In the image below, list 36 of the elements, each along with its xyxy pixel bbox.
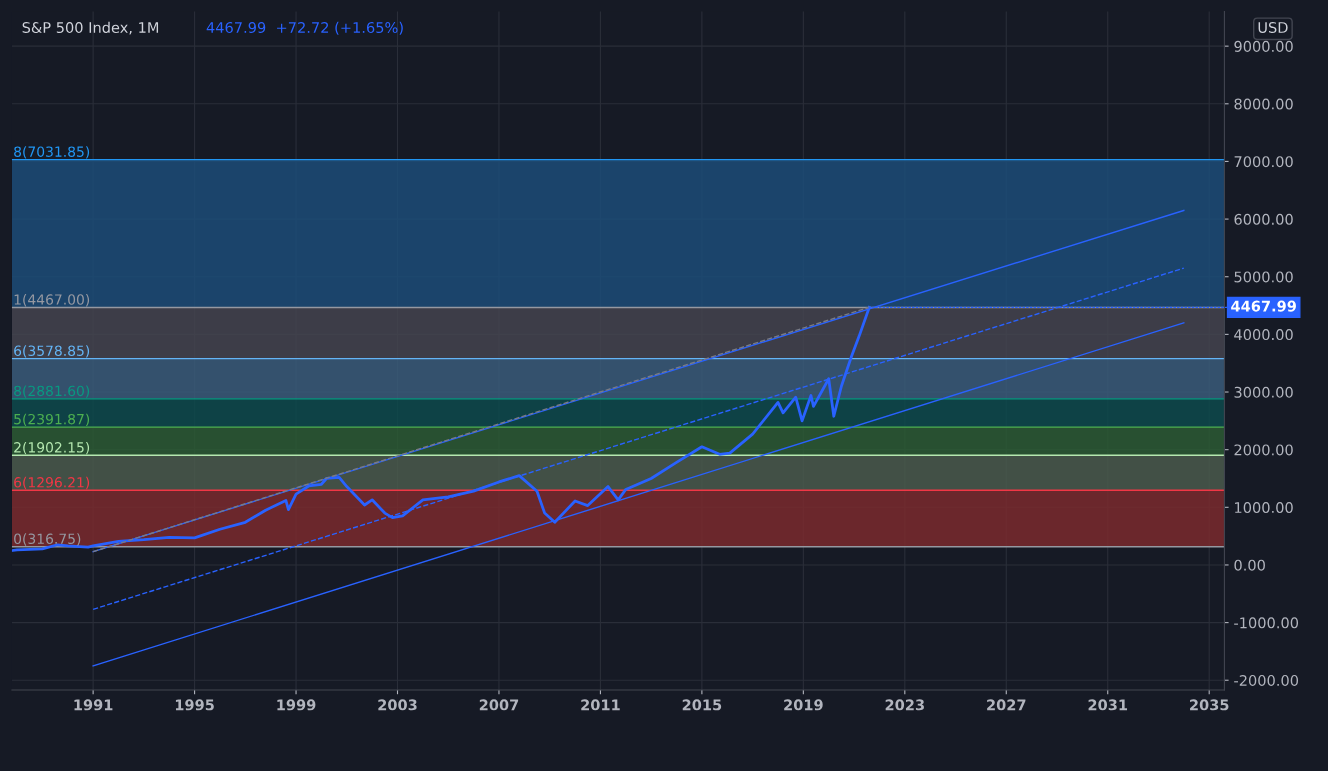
ref-line-label: 6(1296.21) [14, 476, 90, 490]
x-tick-label: 2019 [784, 699, 823, 711]
y-tick-label: -2000.00 [1234, 674, 1299, 686]
y-tick-label: 6000.00 [1234, 213, 1293, 225]
ref-line-label: 8(7031.85) [14, 146, 90, 159]
y-tick-label: 2000.00 [1234, 444, 1293, 456]
y-tick-label: 5000.00 [1234, 271, 1293, 283]
y-tick-label: 7000.00 [1234, 156, 1293, 168]
x-tick-label: 2011 [581, 699, 620, 711]
y-tick-label: 8000.00 [1234, 98, 1293, 110]
text: S&P 500 Index, 1M [22, 21, 159, 35]
ref-line-label: 8(2881.60) [14, 385, 90, 398]
x-tick-label: 2015 [682, 699, 722, 711]
y-tick-label: 0.00 [1234, 559, 1265, 571]
y-tick-label: -1000.00 [1234, 617, 1299, 629]
x-tick-label: 1991 [74, 699, 113, 711]
ref-line-label: 0(316.75) [14, 533, 81, 546]
y-tick-label: 1000.00 [1235, 502, 1293, 514]
x-tick-label: 2035 [1190, 699, 1229, 711]
x-tick-label: 2003 [378, 699, 417, 711]
ref-line-label: 2(1902.15) [14, 441, 90, 455]
ref-line-label: 6(3578.85) [14, 345, 90, 358]
text: 4467.99 +72.72 (+1.65%) [206, 21, 403, 35]
ref-line-label: 1(4467.00) [14, 294, 90, 307]
x-tick-label: 1995 [175, 699, 214, 711]
x-tick-label: 2027 [987, 699, 1026, 711]
y-tick-label: 3000.00 [1234, 386, 1293, 398]
x-tick-label: 2007 [479, 699, 519, 711]
y-tick-label: 4000.00 [1234, 329, 1293, 341]
x-tick-label: 2023 [885, 699, 924, 711]
y-tick-label: 9000.00 [1234, 40, 1293, 52]
x-tick-label: 2031 [1088, 699, 1128, 711]
ref-line-label: 5(2391.87) [14, 413, 90, 427]
x-tick-label: 1999 [277, 699, 316, 711]
y-axis-title: USD [1258, 22, 1288, 34]
annotation: 4467.99 [1231, 300, 1296, 312]
